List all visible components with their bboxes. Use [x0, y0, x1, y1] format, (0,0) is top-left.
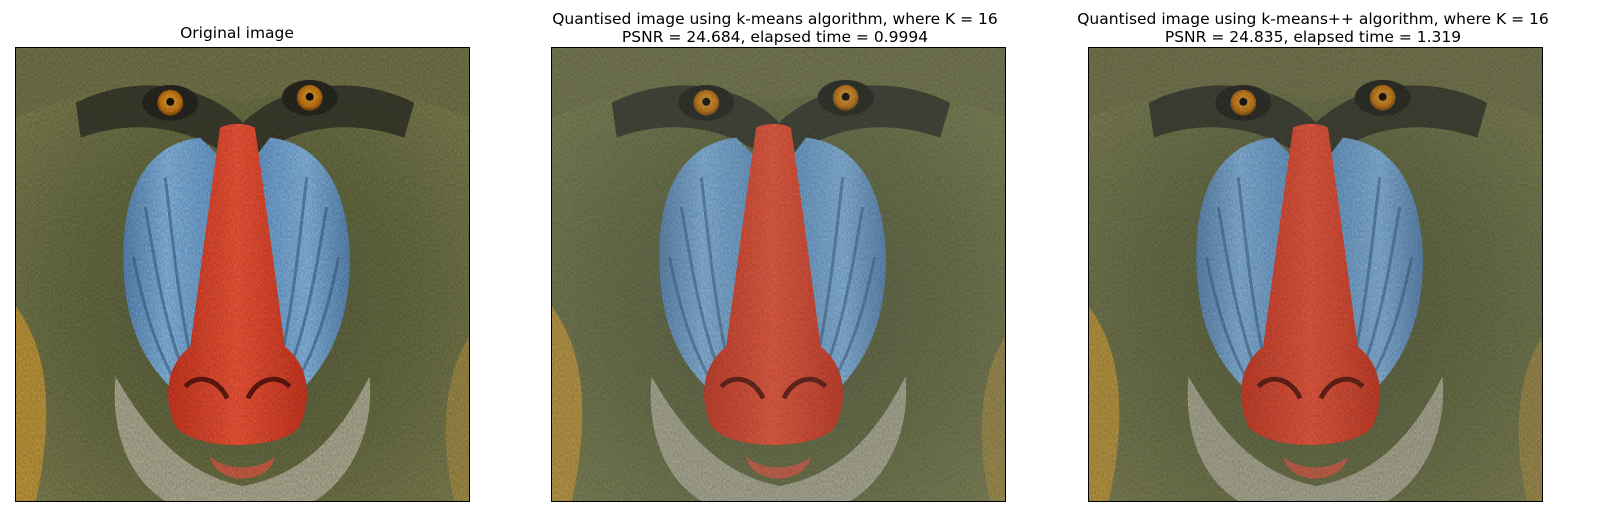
image-original: [15, 47, 470, 502]
panel-title-line: Quantised image using k-means algorithm,…: [552, 10, 998, 28]
image-kmeans: [551, 47, 1006, 502]
mandrill-kmeans-image: [552, 48, 1005, 501]
panel-title-line: Quantised image using k-means++ algorith…: [1077, 10, 1549, 28]
panel-title-original: Original image: [0, 24, 497, 42]
panel-title-line: PSNR = 24.684, elapsed time = 0.9994: [621, 28, 929, 46]
panel-title-kmeanspp: Quantised image using k-means++ algorith…: [1053, 10, 1573, 46]
panel-title-line: Original image: [180, 24, 294, 42]
panel-title-line: PSNR = 24.835, elapsed time = 1.319: [1164, 28, 1462, 46]
panel-title-kmeans: Quantised image using k-means algorithm,…: [515, 10, 1035, 46]
image-kmeanspp: [1088, 47, 1543, 502]
mandrill-original-image: [16, 48, 469, 501]
mandrill-kmeanspp-image: [1089, 48, 1542, 501]
